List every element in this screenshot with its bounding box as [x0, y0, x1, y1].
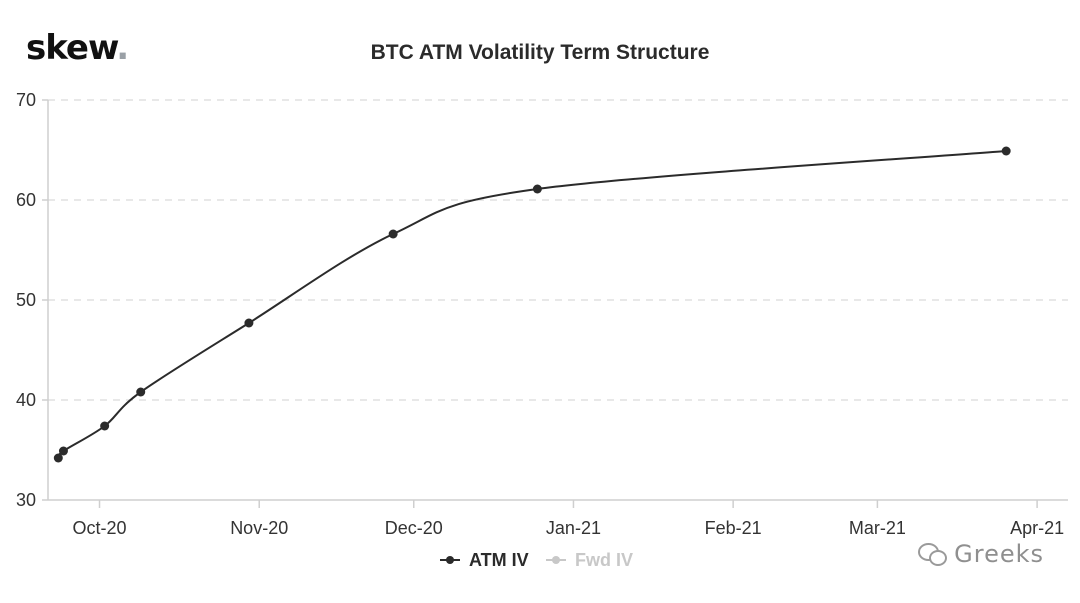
legend: ATM IV Fwd IV: [440, 550, 633, 570]
legend-label: Fwd IV: [575, 550, 633, 570]
x-tick-label: Nov-20: [230, 518, 288, 538]
y-tick-label: 60: [16, 190, 36, 210]
legend-swatch-marker: [446, 556, 454, 564]
data-point[interactable]: [136, 387, 146, 397]
legend-label: ATM IV: [469, 550, 529, 570]
x-tick-label: Dec-20: [385, 518, 443, 538]
brand-name: skew: [26, 28, 117, 68]
wechat-icon: [918, 543, 948, 566]
legend-swatch-marker: [552, 556, 560, 564]
data-point[interactable]: [100, 421, 110, 431]
x-tick-label: Mar-21: [849, 518, 906, 538]
y-tick-label: 30: [16, 490, 36, 510]
series-layer: [53, 146, 1011, 463]
data-point[interactable]: [1001, 146, 1011, 156]
data-point[interactable]: [244, 318, 254, 328]
watermark: Greeks: [918, 540, 1044, 568]
x-axis-ticks: Oct-20 Nov-20 Dec-20 Jan-21 Feb-21 Mar-21 Apr-…: [72, 500, 1064, 538]
x-tick-label: Jan-21: [546, 518, 601, 538]
y-tick-label: 40: [16, 390, 36, 410]
brand-dot: .: [116, 28, 129, 68]
data-point[interactable]: [53, 453, 63, 463]
watermark-text: Greeks: [954, 540, 1044, 568]
x-tick-label: Feb-21: [705, 518, 762, 538]
skew-logo: skew.: [26, 28, 129, 68]
data-point[interactable]: [532, 184, 542, 194]
legend-item-atm-iv[interactable]: ATM IV: [440, 550, 529, 570]
x-tick-label: Apr-21: [1010, 518, 1064, 538]
chart-title: BTC ATM Volatility Term Structure: [371, 41, 710, 64]
y-axis-ticks: 30 40 50 60 70: [16, 90, 48, 510]
grid-lines: [48, 99, 1068, 401]
data-point[interactable]: [58, 446, 68, 456]
data-point[interactable]: [388, 229, 398, 239]
y-tick-label: 70: [16, 90, 36, 110]
legend-item-fwd-iv[interactable]: Fwd IV: [546, 550, 633, 570]
x-tick-label: Oct-20: [72, 518, 126, 538]
y-tick-label: 50: [16, 290, 36, 310]
series-line-atm-iv: [57, 150, 1007, 459]
